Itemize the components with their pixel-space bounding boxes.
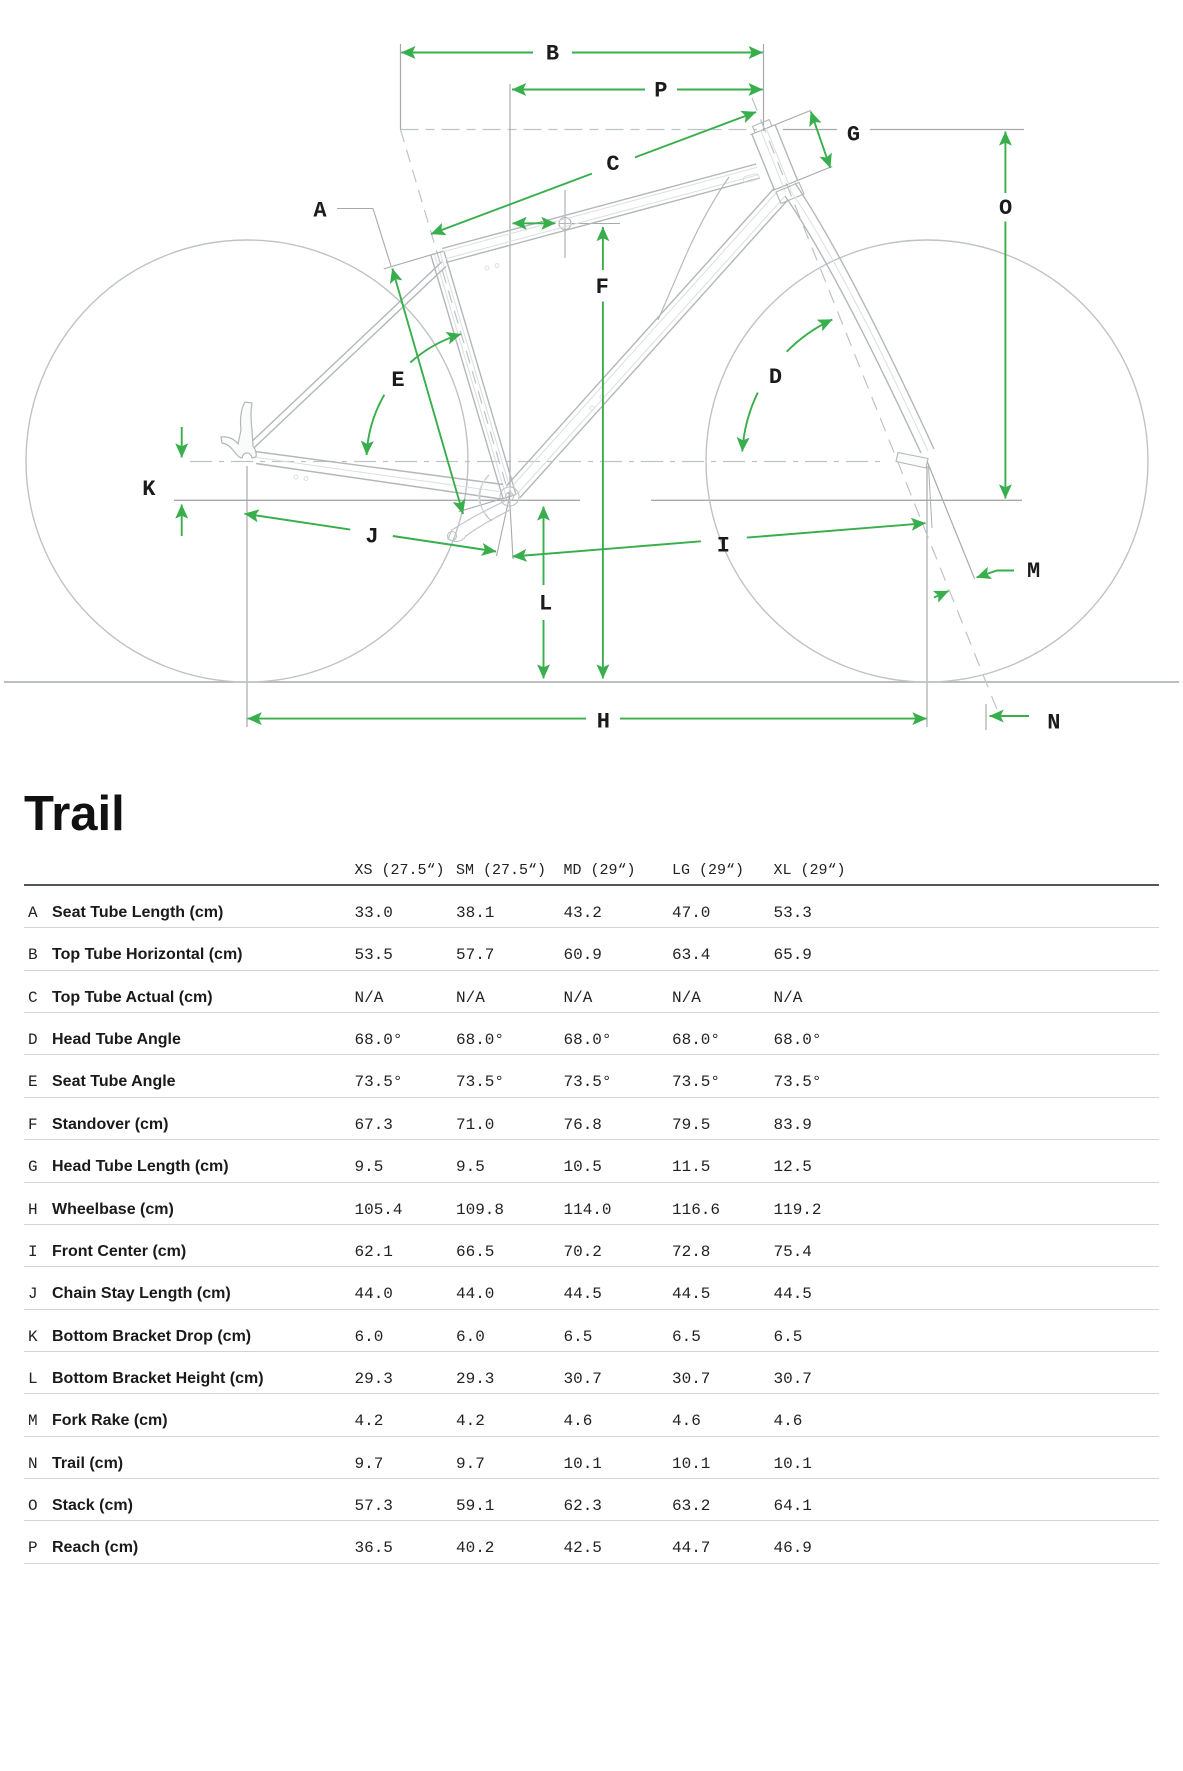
svg-text:P: P — [654, 78, 667, 103]
svg-text:E: E — [391, 368, 404, 393]
svg-text:O: O — [999, 196, 1012, 221]
svg-text:K: K — [142, 477, 156, 502]
svg-text:A: A — [313, 199, 327, 224]
svg-text:D: D — [769, 365, 782, 390]
svg-text:C: C — [606, 152, 619, 177]
svg-text:I: I — [717, 534, 730, 559]
svg-text:F: F — [596, 275, 609, 300]
svg-text:M: M — [1027, 559, 1040, 584]
svg-text:G: G — [847, 123, 860, 148]
svg-text:L: L — [539, 591, 552, 616]
svg-text:H: H — [597, 709, 610, 734]
svg-text:B: B — [546, 41, 559, 66]
svg-text:J: J — [365, 525, 378, 550]
svg-text:N: N — [1047, 710, 1060, 735]
